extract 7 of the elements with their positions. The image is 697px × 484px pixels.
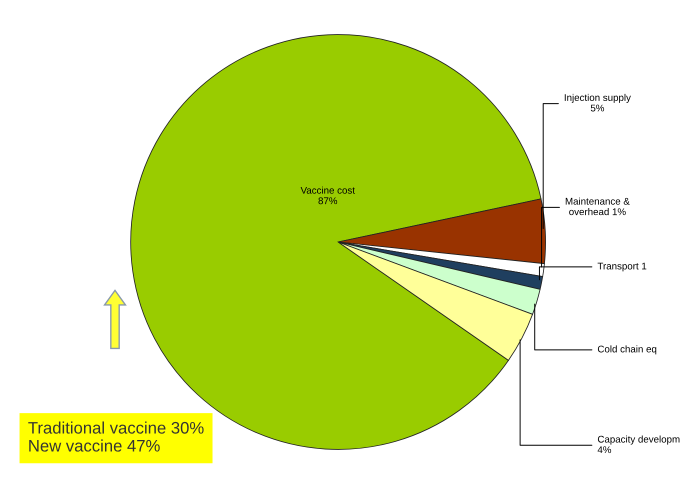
text: Traditional vaccine 30% New vaccine 47%	[28, 421, 204, 452]
slice-label: Transport 1	[598, 262, 646, 272]
slice-label: Cold chain eq	[598, 345, 656, 354]
slice-label: Capacity developm 4%	[598, 436, 680, 454]
slice-label: Vaccine cost 87%	[300, 186, 355, 204]
slice-label: Maintenance & overhead 1%	[566, 198, 630, 216]
slice-label: Injection supply 5%	[564, 94, 631, 112]
